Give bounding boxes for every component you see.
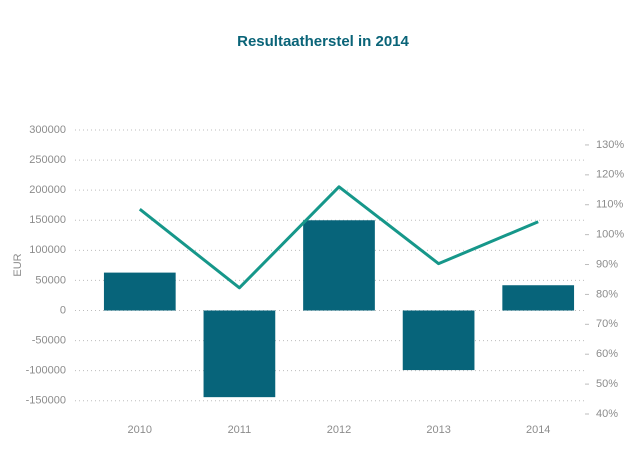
y-tick-label: 100000: [29, 244, 66, 256]
y2-tick-label: 90%: [596, 258, 618, 270]
line: [138, 185, 539, 290]
y-tick-label: -100000: [26, 365, 66, 377]
y2-tick-label: 40%: [596, 408, 618, 420]
bar: [103, 272, 176, 311]
x-tick-label: 2012: [327, 424, 351, 436]
y2-tick-label: 80%: [596, 288, 618, 300]
x-tick-label: 2011: [228, 424, 252, 436]
y2-tick-label: 130%: [596, 139, 624, 151]
y2-tick-label: 60%: [596, 348, 618, 360]
y-tick-label: 150000: [29, 214, 66, 226]
y-tick-label: 0: [60, 304, 66, 316]
y2-tick-label: 50%: [596, 378, 618, 390]
chart-title: Resultaatherstel in 2014: [237, 33, 409, 50]
y-tick-label: 300000: [29, 124, 66, 136]
bar: [303, 220, 375, 311]
y2-tick-label: 70%: [596, 318, 618, 330]
y2-tick-label: 120%: [596, 169, 624, 181]
y-tick-label: 200000: [29, 184, 66, 196]
y-tick-label: 250000: [29, 154, 66, 166]
bar: [203, 310, 276, 398]
y-axis-label: EUR: [12, 253, 24, 276]
bar: [502, 285, 575, 311]
y-tick-label: -150000: [26, 395, 66, 407]
y2-tick-label: 100%: [596, 229, 624, 241]
x-tick-label: 2013: [426, 424, 450, 436]
bar: [402, 310, 475, 371]
x-tick-label: 2014: [526, 424, 550, 436]
x-tick-label: 2010: [128, 424, 152, 436]
y-tick-label: -50000: [32, 334, 66, 346]
y2-tick-label: 110%: [596, 199, 624, 211]
y-tick-label: 50000: [35, 274, 66, 286]
